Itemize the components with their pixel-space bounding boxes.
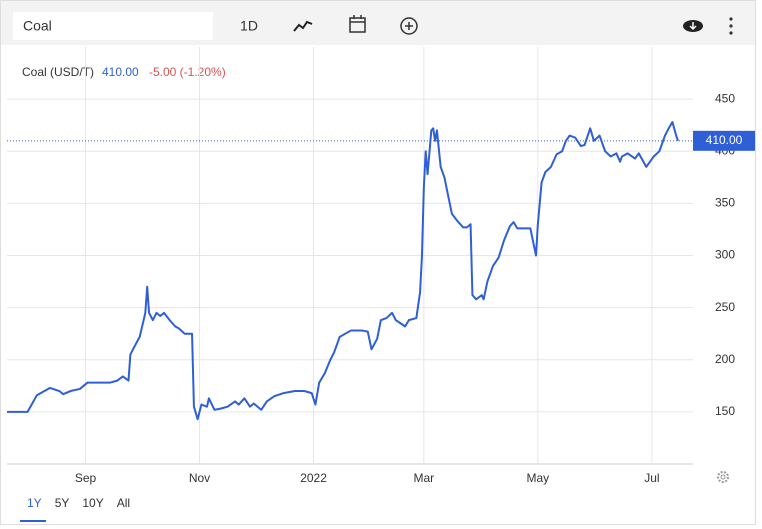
y-tick-label: 300: [715, 248, 735, 262]
last-value-tag: [693, 130, 755, 151]
search-text[interactable]: Coal: [23, 18, 52, 34]
y-tick-label: 150: [715, 404, 735, 418]
x-tick-label: 2022: [300, 471, 327, 485]
y-tick-label: 250: [715, 300, 735, 314]
range-button[interactable]: 5Y: [55, 496, 70, 510]
x-tick-label: Nov: [189, 471, 210, 485]
calendar-icon[interactable]: [349, 15, 366, 33]
x-tick-label: Sep: [75, 471, 97, 485]
chart-type-icon[interactable]: [293, 20, 313, 32]
line-series: [7, 121, 679, 421]
download-icon[interactable]: [683, 20, 703, 32]
range-button[interactable]: 10Y: [82, 496, 103, 510]
legend-label: Coal (USD/T): [22, 65, 94, 79]
x-tick-label: Mar: [413, 471, 434, 485]
y-tick-label: 350: [715, 196, 735, 210]
last-value-label: 410.00: [706, 133, 743, 147]
y-tick-label: 200: [715, 352, 735, 366]
interval[interactable]: 1D: [240, 18, 258, 34]
range-button[interactable]: All: [117, 496, 130, 510]
menu-icon[interactable]: [729, 17, 733, 35]
legend-price: 410.00: [102, 65, 139, 79]
y-tick-label: 450: [715, 91, 735, 105]
settings-icon[interactable]: [717, 471, 729, 483]
range-button[interactable]: 1Y: [27, 496, 42, 510]
x-tick-label: Jul: [644, 471, 659, 485]
x-tick-label: May: [527, 471, 550, 485]
search-box[interactable]: [13, 12, 213, 40]
legend-change: -5.00 (-1.20%): [149, 65, 226, 79]
add-icon[interactable]: [400, 17, 418, 35]
